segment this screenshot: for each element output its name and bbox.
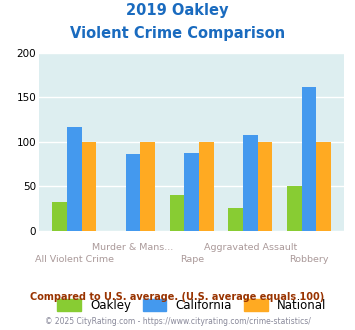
Bar xyxy=(302,87,316,231)
Text: All Violent Crime: All Violent Crime xyxy=(35,255,114,264)
Bar xyxy=(67,127,82,231)
Bar xyxy=(126,154,140,231)
Text: Murder & Mans...: Murder & Mans... xyxy=(92,243,174,251)
Text: Rape: Rape xyxy=(180,255,204,264)
Bar xyxy=(170,195,184,231)
Bar xyxy=(228,208,243,231)
Legend: Oakley, California, National: Oakley, California, National xyxy=(52,294,331,316)
Bar xyxy=(287,186,302,231)
Bar xyxy=(52,202,67,231)
Bar xyxy=(140,142,155,231)
Text: Compared to U.S. average. (U.S. average equals 100): Compared to U.S. average. (U.S. average … xyxy=(31,292,324,302)
Text: 2019 Oakley: 2019 Oakley xyxy=(126,3,229,18)
Bar xyxy=(82,142,96,231)
Bar xyxy=(199,142,214,231)
Bar xyxy=(258,142,272,231)
Bar xyxy=(184,153,199,231)
Text: Robbery: Robbery xyxy=(289,255,329,264)
Text: © 2025 CityRating.com - https://www.cityrating.com/crime-statistics/: © 2025 CityRating.com - https://www.city… xyxy=(45,317,310,326)
Text: Aggravated Assault: Aggravated Assault xyxy=(204,243,297,251)
Bar xyxy=(243,135,258,231)
Bar xyxy=(316,142,331,231)
Text: Violent Crime Comparison: Violent Crime Comparison xyxy=(70,26,285,41)
